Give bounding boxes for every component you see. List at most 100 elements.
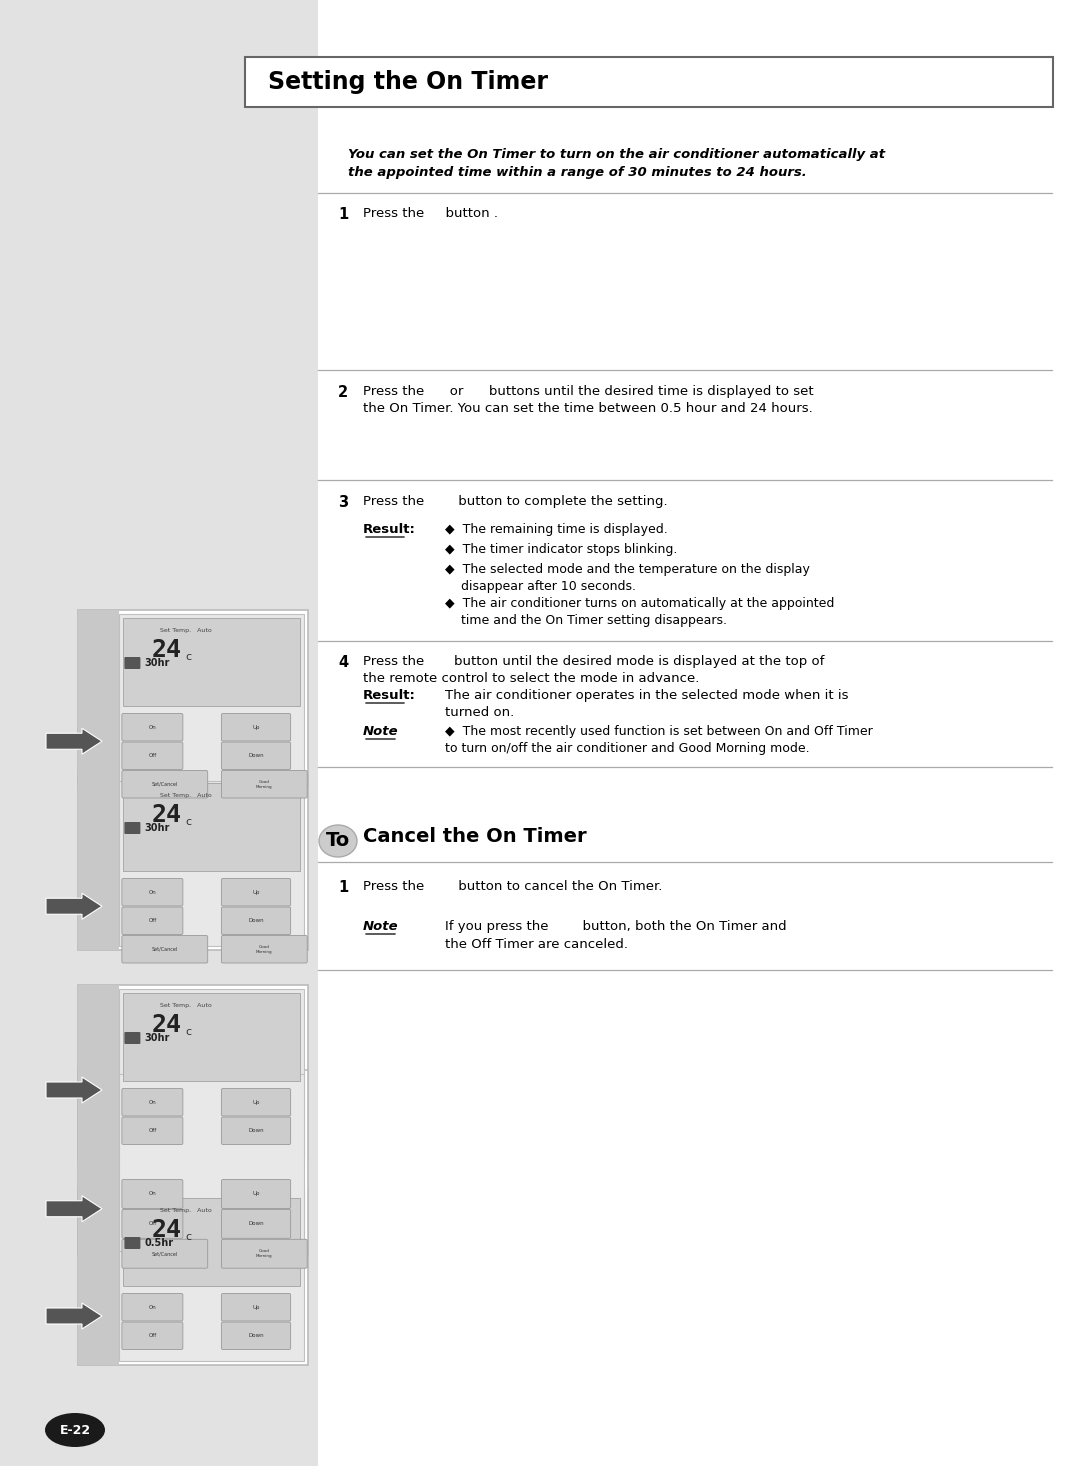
FancyBboxPatch shape	[122, 1117, 183, 1145]
Bar	[78, 985, 120, 1160]
Text: E-22: E-22	[59, 1423, 91, 1437]
FancyBboxPatch shape	[122, 1293, 183, 1321]
Text: Result:: Result:	[363, 523, 416, 537]
Text: 3: 3	[338, 496, 348, 510]
FancyBboxPatch shape	[221, 1239, 307, 1268]
FancyBboxPatch shape	[122, 935, 207, 963]
Bar	[123, 783, 300, 871]
Text: 1: 1	[338, 880, 348, 896]
Text: Up: Up	[253, 1192, 260, 1196]
Bar	[123, 1198, 300, 1286]
FancyBboxPatch shape	[221, 907, 291, 934]
Text: Down: Down	[248, 1221, 264, 1227]
Bar	[120, 778, 303, 946]
FancyBboxPatch shape	[221, 714, 291, 740]
FancyBboxPatch shape	[221, 1322, 291, 1350]
Text: Set Temp.   Auto: Set Temp. Auto	[160, 793, 212, 798]
FancyArrow shape	[46, 1078, 102, 1102]
Text: Press the        button to complete the setting.: Press the button to complete the setting…	[363, 496, 667, 509]
Text: Set/Cancel: Set/Cancel	[151, 781, 178, 787]
Text: You can set the On Timer to turn on the air conditioner automatically at
the app: You can set the On Timer to turn on the …	[348, 148, 886, 179]
Bar	[78, 1070, 120, 1255]
Text: ◆  The air conditioner turns on automatically at the appointed
    time and the : ◆ The air conditioner turns on automatic…	[445, 597, 835, 627]
FancyBboxPatch shape	[122, 1209, 183, 1239]
Ellipse shape	[45, 1413, 105, 1447]
FancyBboxPatch shape	[78, 1070, 308, 1255]
Text: Note: Note	[363, 921, 399, 932]
Text: Press the       button until the desired mode is displayed at the top of
the rem: Press the button until the desired mode …	[363, 655, 824, 686]
Ellipse shape	[319, 825, 357, 858]
FancyBboxPatch shape	[122, 907, 183, 934]
FancyArrow shape	[46, 1303, 102, 1330]
Bar	[120, 1193, 303, 1360]
Text: Down: Down	[248, 1333, 264, 1338]
Text: ◆  The remaining time is displayed.: ◆ The remaining time is displayed.	[445, 523, 667, 537]
Text: 4: 4	[338, 655, 348, 670]
Text: c: c	[186, 1028, 191, 1036]
Text: 0.5hr: 0.5hr	[145, 1237, 174, 1248]
FancyBboxPatch shape	[78, 1190, 308, 1365]
Text: To: To	[326, 831, 350, 850]
FancyBboxPatch shape	[221, 935, 307, 963]
Text: Note: Note	[363, 726, 399, 737]
Text: Up: Up	[253, 1305, 260, 1309]
Bar	[245, 57, 1053, 107]
FancyBboxPatch shape	[122, 878, 183, 906]
Text: Good
Morning: Good Morning	[256, 1249, 272, 1258]
Text: Off: Off	[148, 1221, 157, 1227]
Text: The air conditioner operates in the selected mode when it is
turned on.: The air conditioner operates in the sele…	[445, 689, 849, 720]
Text: On: On	[149, 1192, 157, 1196]
Bar	[123, 992, 300, 1080]
Text: Up: Up	[253, 1100, 260, 1105]
Bar	[123, 619, 300, 705]
FancyArrow shape	[46, 893, 102, 919]
FancyBboxPatch shape	[221, 771, 307, 798]
FancyArrow shape	[46, 1196, 102, 1221]
Text: 2: 2	[338, 386, 348, 400]
FancyBboxPatch shape	[78, 610, 308, 784]
Text: c: c	[186, 652, 191, 663]
Text: c: c	[186, 817, 191, 827]
FancyBboxPatch shape	[124, 1032, 140, 1044]
FancyBboxPatch shape	[221, 1088, 291, 1116]
FancyBboxPatch shape	[78, 985, 308, 1160]
Text: Off: Off	[148, 918, 157, 924]
FancyBboxPatch shape	[122, 1180, 183, 1208]
Text: On: On	[149, 724, 157, 730]
FancyBboxPatch shape	[221, 878, 291, 906]
Text: Set/Cancel: Set/Cancel	[151, 947, 178, 951]
Text: Set Temp.   Auto: Set Temp. Auto	[160, 1003, 212, 1009]
Text: 24: 24	[151, 638, 181, 663]
Text: If you press the        button, both the On Timer and
the Off Timer are canceled: If you press the button, both the On Tim…	[445, 921, 786, 950]
Text: On: On	[149, 1100, 157, 1105]
Text: 24: 24	[151, 1218, 181, 1242]
Text: Good
Morning: Good Morning	[256, 946, 272, 953]
FancyBboxPatch shape	[221, 1180, 291, 1208]
Text: Set Temp.   Auto: Set Temp. Auto	[160, 1208, 212, 1212]
Text: ◆  The timer indicator stops blinking.: ◆ The timer indicator stops blinking.	[445, 542, 677, 556]
FancyBboxPatch shape	[122, 1239, 207, 1268]
Bar	[0, 0, 318, 1466]
Text: 24: 24	[151, 803, 181, 827]
Bar	[78, 1190, 120, 1365]
FancyBboxPatch shape	[124, 657, 140, 668]
Text: ◆  The selected mode and the temperature on the display
    disappear after 10 s: ◆ The selected mode and the temperature …	[445, 563, 810, 594]
Bar	[78, 776, 120, 950]
FancyBboxPatch shape	[122, 714, 183, 740]
FancyBboxPatch shape	[221, 1209, 291, 1239]
FancyBboxPatch shape	[221, 1293, 291, 1321]
Text: Press the     button .: Press the button .	[363, 207, 498, 220]
Text: Press the      or      buttons until the desired time is displayed to set
the On: Press the or buttons until the desired t…	[363, 386, 813, 415]
Text: Setting the On Timer: Setting the On Timer	[268, 70, 548, 94]
Text: Set Temp.   Auto: Set Temp. Auto	[160, 627, 212, 633]
Bar	[120, 1075, 303, 1250]
Text: 30hr: 30hr	[145, 658, 170, 668]
Text: Set/Cancel: Set/Cancel	[151, 1252, 178, 1256]
Text: Off: Off	[148, 1129, 157, 1133]
Text: Result:: Result:	[363, 689, 416, 702]
Text: Down: Down	[248, 918, 264, 924]
FancyBboxPatch shape	[124, 822, 140, 834]
Text: 1: 1	[338, 207, 348, 221]
Text: 30hr: 30hr	[145, 822, 170, 833]
Text: ◆  The most recently used function is set between On and Off Timer
to turn on/of: ◆ The most recently used function is set…	[445, 726, 873, 755]
